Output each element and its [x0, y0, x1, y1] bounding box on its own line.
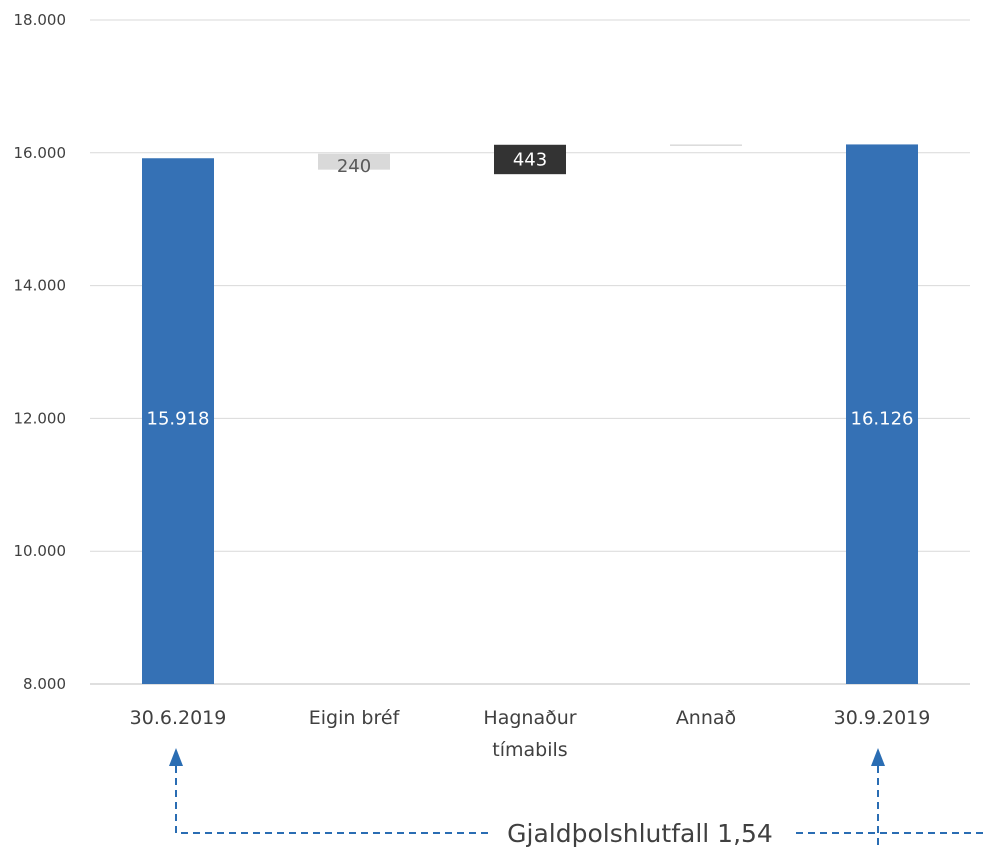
annotation-connector-left [175, 766, 488, 834]
y-tick-label: 8.000 [23, 675, 66, 693]
x-category-label: 30.6.2019 [130, 707, 227, 729]
y-tick-label: 10.000 [14, 542, 67, 560]
bar-data-label: 15.918 [147, 408, 210, 429]
annotation: Gjaldþolshlutfall 1,54 [169, 748, 986, 848]
bar-step [318, 153, 390, 170]
bars [142, 144, 918, 684]
y-tick-label: 12.000 [14, 409, 67, 427]
y-tick-label: 16.000 [14, 144, 67, 162]
arrow-up-icon [169, 748, 183, 766]
bar-data-label: 443 [513, 149, 547, 170]
annotation-label: Gjaldþolshlutfall 1,54 [507, 819, 773, 848]
x-category-label: Annað [676, 707, 736, 729]
x-category-label: 30.9.2019 [834, 707, 931, 729]
x-category-label: Hagnaður [483, 707, 576, 729]
bar-data-label: 240 [337, 156, 371, 177]
x-category-label: Eigin bréf [309, 707, 401, 729]
y-tick-label: 18.000 [14, 11, 67, 29]
bar-data-labels: 15.918 240 443 16.126 [147, 149, 914, 429]
y-tick-label: 14.000 [14, 277, 67, 295]
x-axis-category-labels: 30.6.2019 Eigin bréf Hagnaður tímabils Annað… [130, 707, 931, 761]
bar-data-label: 16.126 [851, 408, 914, 429]
y-axis-tick-labels: 8.000 10.000 12.000 14.000 16.000 18.000 [14, 11, 67, 693]
arrow-up-icon [871, 748, 885, 766]
bar-step [494, 144, 566, 175]
x-category-label: tímabils [492, 739, 567, 761]
bar-30-9-2019 [846, 144, 918, 684]
gridlines [90, 19, 970, 685]
bar-step [670, 144, 742, 146]
bar-30-6-2019 [142, 158, 214, 684]
